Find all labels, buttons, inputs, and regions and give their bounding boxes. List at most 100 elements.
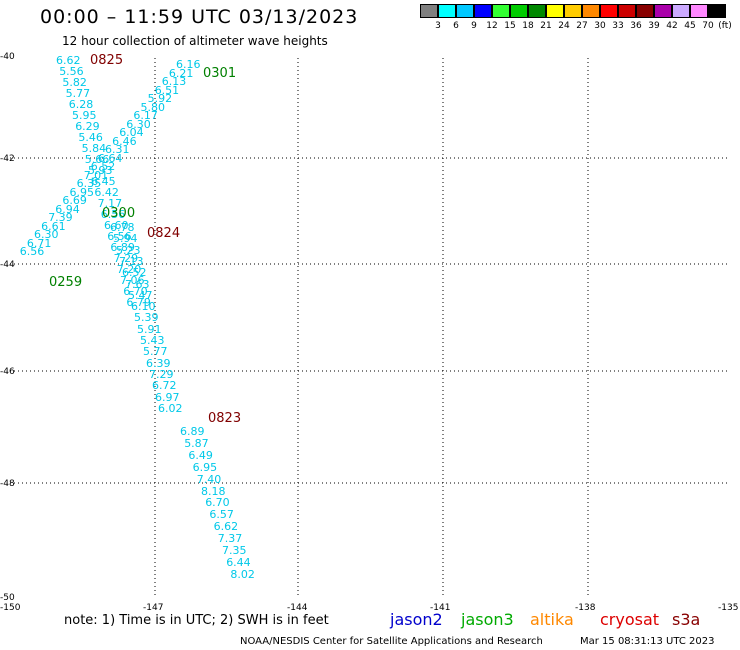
legend-swatch: [474, 4, 492, 18]
legend-swatch: [564, 4, 582, 18]
legend-label: 45: [684, 21, 696, 31]
pass-time-label: 0301: [203, 66, 237, 81]
wave-height-value: 7.01: [83, 168, 109, 182]
legend-label: 42: [666, 21, 678, 31]
wave-height-value: 7.06: [120, 274, 145, 287]
wave-height-value: 6.17: [133, 109, 158, 122]
wave-height-value: 5.39: [134, 311, 159, 325]
wave-height-value: 6.79: [126, 296, 151, 309]
wave-height-value: 6.69: [62, 194, 87, 207]
wave-height-value: 6.70: [123, 285, 148, 298]
wave-height-value: 6.35: [76, 177, 102, 190]
page-subtitle: 12 hour collection of altimeter wave hei…: [62, 34, 328, 48]
legend-label: 24: [558, 21, 570, 31]
legend-swatch: [582, 4, 600, 18]
wave-height-value: 5.92: [147, 92, 173, 105]
latitude-label: -40: [0, 52, 15, 62]
wave-height-value: 5.82: [62, 76, 87, 89]
legend-swatch: [492, 4, 510, 18]
satellite-legend-cryosat: cryosat: [600, 610, 660, 629]
wave-height-value: 6.39: [146, 356, 171, 370]
wave-height-value: 6.30: [126, 117, 151, 131]
legend-swatch: [600, 4, 618, 18]
legend-swatch: [690, 4, 708, 18]
wave-height-value: 7.29: [113, 252, 139, 265]
latitude-label: -42: [0, 154, 15, 164]
wave-height-value: 7.63: [125, 277, 150, 291]
longitude-label: -147: [143, 603, 164, 613]
legend-label: 9: [471, 21, 477, 31]
wave-height-value: 6.42: [94, 186, 119, 199]
page-title: 00:00 – 11:59 UTC 03/13/2023: [40, 6, 359, 28]
satellite-legend-jason2: jason2: [390, 610, 443, 629]
wave-height-value: 8.02: [230, 567, 255, 581]
wave-height-value: 6.95: [192, 460, 218, 474]
wave-height-value: 6.62: [213, 520, 239, 534]
legend-label: 18: [522, 21, 534, 31]
wave-height-value: 6.97: [155, 390, 180, 404]
wave-height-value: 7.17: [97, 197, 123, 210]
wave-height-value: 7.13: [119, 254, 144, 268]
legend-swatch: [618, 4, 636, 18]
legend-swatch: [510, 4, 528, 18]
legend-label: 27: [576, 21, 588, 31]
wave-height-value: 6.10: [131, 300, 156, 314]
wave-height-value: 6.51: [154, 83, 180, 97]
latitude-label: -44: [0, 260, 15, 270]
legend-label: 39: [648, 21, 660, 31]
wave-height-value: 6.30: [34, 228, 59, 241]
wave-height-value: 5.95: [72, 109, 97, 122]
wave-height-value: 6.61: [41, 219, 66, 233]
wave-height-value: 6.94: [55, 202, 80, 216]
pass-time-label: 0300: [102, 206, 136, 221]
wave-height-value: 6.52: [122, 266, 147, 280]
legend-swatch: [636, 4, 654, 18]
wave-height-value: 6.56: [107, 230, 132, 243]
wave-height-value: 6.04: [119, 126, 144, 139]
legend-swatch: [546, 4, 564, 18]
legend-swatch: [654, 4, 672, 18]
longitude-label: -141: [430, 603, 451, 613]
wave-height-value: 6.95: [69, 185, 95, 199]
wave-height-value: 6.57: [209, 508, 234, 522]
wave-height-value: 5.46: [78, 131, 103, 144]
latitude-label: -46: [0, 367, 15, 377]
legend-label: 6: [453, 21, 459, 31]
footer-timestamp: Mar 15 08:31:13 UTC 2023: [580, 636, 715, 647]
wave-height-value: 6.72: [152, 379, 177, 393]
wave-height-value: 6.71: [26, 236, 52, 250]
wave-height-value: 5.84: [81, 142, 107, 155]
pass-time-label: 0823: [208, 411, 242, 426]
legend-label: 15: [504, 21, 516, 31]
wave-height-value: 6.13: [161, 75, 187, 88]
wave-height-value: 6.29: [75, 120, 100, 133]
longitude-label: -135: [718, 603, 739, 613]
wave-height-value: 6.60: [104, 219, 129, 232]
wave-height-value: 5.80: [140, 100, 166, 114]
wave-height-value: 5.23: [116, 243, 141, 257]
wave-height-value: 5.56: [59, 65, 84, 78]
satellite-legend-jason3: jason3: [461, 610, 514, 629]
wave-height-value: 5.43: [140, 334, 165, 347]
wave-height-value: 5.77: [143, 345, 168, 359]
wave-height-value: 5.94: [113, 232, 138, 246]
longitude-label: -150: [0, 603, 21, 613]
latitude-label: -50: [0, 593, 15, 603]
wave-height-value: 6.64: [97, 151, 123, 165]
wave-height-value: 5.77: [65, 87, 91, 100]
wave-height-value: 6.70: [205, 496, 230, 510]
wave-height-value: 6.28: [68, 98, 94, 111]
footer-source: NOAA/NESDIS Center for Satellite Applica…: [240, 636, 543, 647]
wave-height-value: 7.40: [196, 472, 222, 486]
wave-height-value: 6.46: [112, 134, 137, 148]
legend-swatch: [708, 4, 726, 18]
longitude-label: -144: [287, 603, 308, 613]
legend-swatch: [438, 4, 456, 18]
wave-height-value: 6.21: [168, 66, 194, 80]
wave-height-value: 7.37: [217, 532, 243, 546]
wave-height-value: 6.78: [110, 221, 135, 234]
wave-height-value: 6.31: [105, 143, 130, 156]
legend-label: 30: [594, 21, 606, 31]
satellite-legend-s3a: s3a: [672, 610, 701, 629]
